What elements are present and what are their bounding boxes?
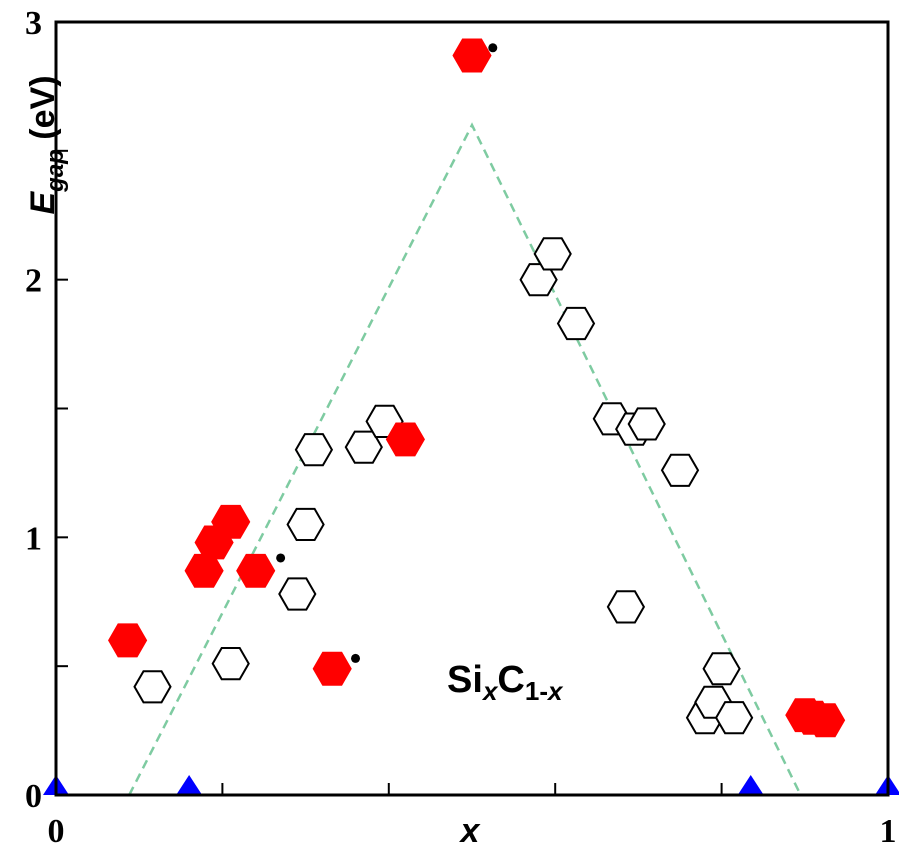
formula-si: Si — [447, 659, 483, 701]
y-tick-label: 2 — [25, 263, 42, 300]
filled-hexagon-point — [452, 38, 492, 73]
open-hexagon-point — [278, 577, 317, 611]
y-tick-label: 0 — [25, 778, 42, 815]
x-tick-label: 1 — [880, 813, 897, 850]
open-hexagon-point — [702, 652, 741, 686]
open-hexagon-point — [294, 433, 334, 467]
x-tick-label: 0 — [48, 813, 65, 850]
open-hexagon-point — [627, 407, 666, 441]
open-hexagon-point — [660, 453, 700, 487]
y-tick-label: 1 — [25, 520, 42, 557]
formula-c: C — [497, 659, 524, 701]
labels-layer: 0 1 0 1 2 3 — [25, 5, 897, 850]
triangle-point — [737, 775, 764, 795]
filled-hexagon-point — [236, 553, 276, 588]
filled-hexagon-point — [211, 504, 251, 539]
triangle-point — [176, 775, 203, 795]
y-axis-label-main: E — [24, 191, 62, 215]
y-tick-label: 3 — [25, 5, 42, 42]
formula-sub-x: x — [481, 676, 499, 706]
filled-hexagon-point — [806, 703, 846, 738]
y-axis-label: Egap (eV) — [24, 75, 69, 214]
open-hexagon-point — [714, 701, 754, 735]
filled-hexagon-point — [385, 422, 425, 457]
formula-sub-x2: x — [546, 676, 564, 706]
marks-layer — [43, 38, 899, 795]
x-axis-label: x — [459, 812, 482, 850]
filled-hexagon-point — [312, 651, 352, 686]
open-hexagon-point — [556, 306, 596, 341]
y-axis-label-sub: gap — [42, 149, 69, 193]
guide-layer — [128, 122, 802, 796]
open-hexagon-point — [606, 590, 646, 624]
ticks-layer — [55, 21, 889, 796]
open-hexagon-point — [286, 507, 325, 541]
guide-line — [128, 122, 802, 796]
dot-point — [351, 653, 361, 663]
dot-point — [276, 553, 286, 563]
y-axis-label-unit: (eV) — [24, 75, 62, 149]
open-hexagon-point — [211, 647, 250, 681]
dot-point — [488, 43, 498, 53]
formula-annotation: SixC1-x — [447, 659, 564, 706]
formula-sub-1minus: 1- — [525, 676, 548, 706]
open-hexagon-point — [533, 237, 572, 271]
open-hexagon-point — [133, 670, 172, 704]
filled-hexagon-point — [108, 623, 148, 658]
